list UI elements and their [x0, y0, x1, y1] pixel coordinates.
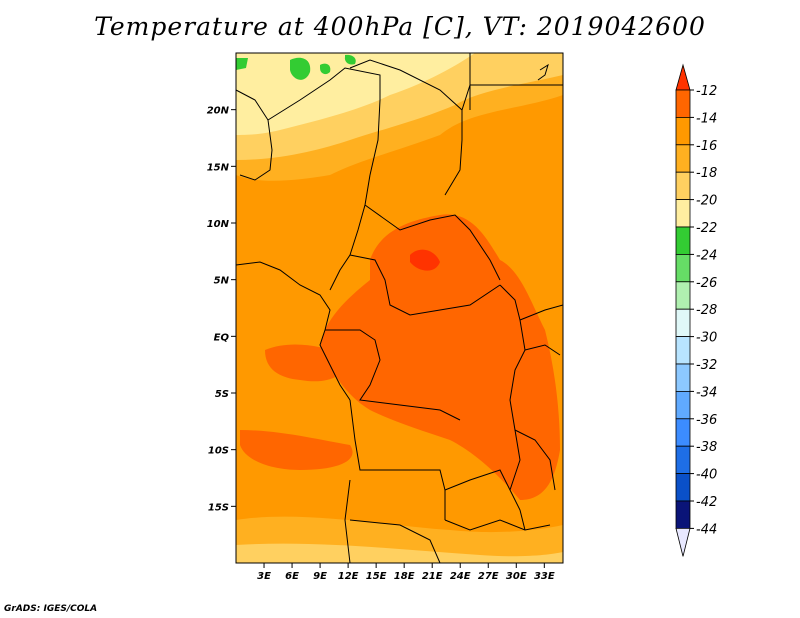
border-sahel-1 — [267, 67, 381, 176]
lon-tick-label: 12E — [338, 571, 359, 582]
latitude-axis: 20N 15N 10N 5N EQ 5S 10S 15S — [207, 106, 236, 513]
lat-tick-label: 5S — [215, 389, 229, 400]
colorbar: -12 -14 -16 -18 -20 -22 -24 -26 -28 -30 -32 -34 -36 -… — [675, 63, 717, 557]
lon-tick-label: 18E — [394, 571, 415, 582]
field-hot-spot — [410, 249, 440, 271]
colorbar-swatch — [675, 199, 691, 228]
footer-credit: GrADS: IGES/COLA — [4, 604, 98, 614]
country-borders — [236, 53, 563, 563]
colorbar-swatch — [675, 281, 691, 310]
border-west-coast — [236, 89, 273, 181]
lon-tick-label: 3E — [257, 571, 271, 582]
field-warm-patch-west — [265, 344, 346, 382]
colorbar-swatch — [675, 117, 691, 146]
lat-tick-label: 10N — [207, 219, 230, 230]
colorbar-label: -26 — [696, 276, 717, 291]
lat-tick-label: 20N — [207, 106, 230, 117]
colorbar-swatch — [675, 336, 691, 365]
colorbar-label: -18 — [696, 166, 717, 181]
colorbar-swatch — [675, 308, 691, 338]
border-botswana — [349, 519, 441, 563]
lat-tick-label: 15S — [208, 502, 229, 513]
colorbar-swatch — [675, 171, 691, 200]
colorbar-label: -20 — [696, 194, 717, 209]
border-namibia-coast — [344, 479, 351, 563]
colorbar-under-arrow — [675, 528, 691, 557]
colorbar-label: -34 — [696, 385, 717, 400]
colorbar-label: -28 — [696, 303, 717, 318]
border-car-south — [349, 254, 501, 316]
longitude-axis: 3E 6E 9E 12E 15E 18E 21E 24E 27E 30E 33E — [257, 563, 555, 582]
lat-tick-label: 15N — [207, 162, 230, 173]
colorbar-label: -30 — [696, 331, 717, 346]
lat-tick-label: 5N — [214, 276, 230, 287]
colorbar-swatch — [675, 390, 691, 420]
colorbar-label: -40 — [696, 468, 717, 483]
border-zimbabwe — [444, 519, 551, 531]
colorbar-label: -14 — [696, 111, 717, 126]
colorbar-swatch — [675, 89, 691, 118]
lon-tick-label: 33E — [534, 571, 555, 582]
colorbar-label: -24 — [696, 248, 717, 263]
border-uganda — [519, 304, 563, 321]
colorbar-swatch — [675, 418, 691, 447]
border-red-sea — [537, 63, 549, 81]
colorbar-swatch — [675, 226, 691, 255]
colorbar-label: -38 — [696, 440, 717, 455]
colorbar-label: -12 — [696, 84, 717, 99]
temperature-field — [236, 53, 563, 563]
colorbar-label: -44 — [696, 522, 717, 537]
lon-tick-label: 24E — [450, 571, 471, 582]
colorbar-swatch — [675, 144, 691, 173]
field-warm-core — [320, 214, 560, 501]
lon-tick-label: 21E — [422, 571, 443, 582]
colorbar-swatch — [675, 363, 691, 392]
lon-tick-label: 9E — [313, 571, 327, 582]
colorbar-label: -36 — [696, 413, 717, 428]
field-green-patch-3 — [320, 63, 331, 75]
border-sahel-2 — [349, 59, 463, 196]
colorbar-swatch — [675, 253, 691, 283]
colorbar-label: -42 — [696, 495, 717, 510]
border-great-lakes — [499, 284, 526, 491]
field-south-band-2 — [236, 543, 563, 563]
lat-tick-label: EQ — [214, 332, 230, 343]
border-chad-nigeria — [329, 174, 371, 291]
lon-tick-label: 30E — [506, 571, 527, 582]
lon-tick-label: 6E — [285, 571, 299, 582]
map-frame — [235, 52, 564, 564]
field-green-patch-2 — [236, 58, 248, 70]
border-lake-tanganyika — [514, 429, 556, 491]
border-congo — [325, 329, 461, 421]
border-zambia — [444, 469, 526, 531]
colorbar-label: -32 — [696, 358, 717, 373]
border-gulf-coast — [236, 261, 351, 401]
colorbar-over-arrow — [675, 63, 691, 91]
lon-tick-label: 27E — [478, 571, 499, 582]
colorbar-label: -22 — [696, 221, 717, 236]
lon-tick-label: 15E — [366, 571, 387, 582]
field-green-patch-1 — [290, 57, 311, 80]
map-title: Temperature at 400hPa [C], VT: 201904260… — [94, 12, 706, 41]
field-warm-band-south — [240, 430, 353, 470]
colorbar-swatch — [675, 473, 691, 502]
colorbar-swatch — [675, 500, 691, 529]
colorbar-swatch — [675, 445, 691, 475]
border-car-north — [364, 204, 501, 281]
lat-tick-label: 10S — [208, 446, 229, 457]
field-green-patch-4 — [344, 54, 356, 65]
border-kenya — [524, 344, 561, 356]
colorbar-label: -16 — [696, 139, 717, 154]
